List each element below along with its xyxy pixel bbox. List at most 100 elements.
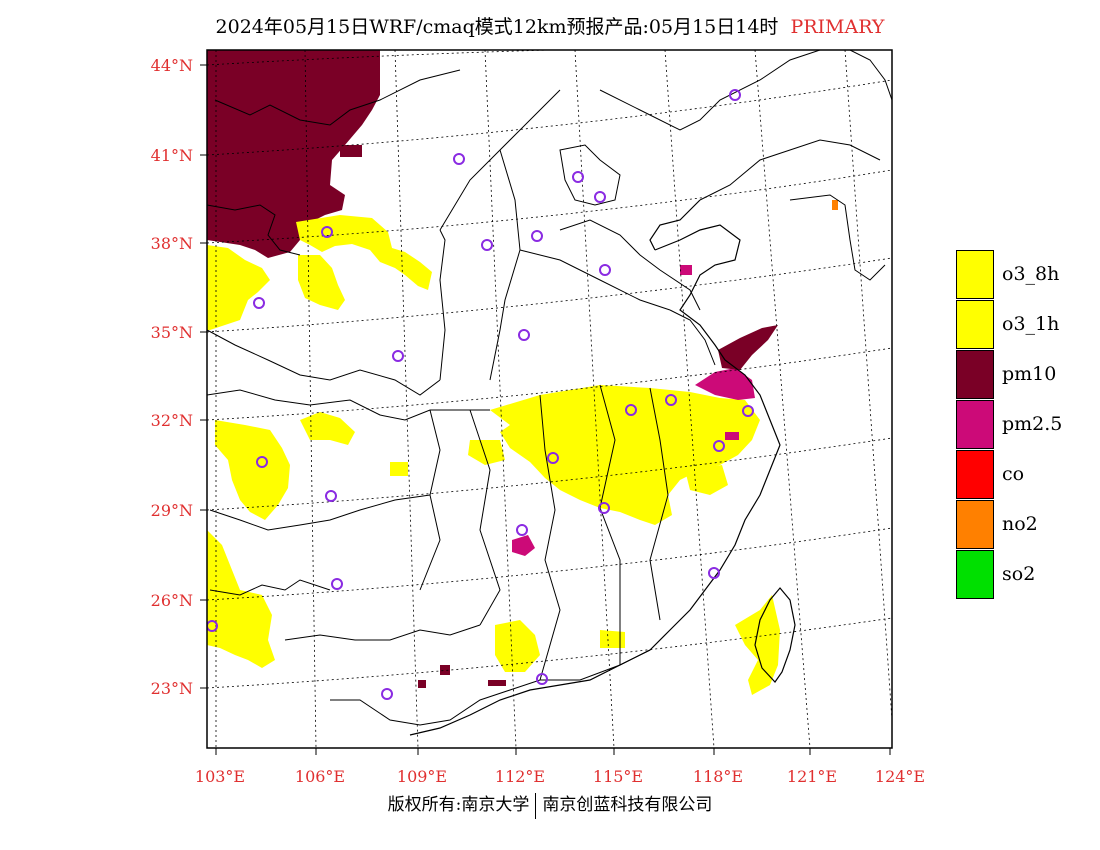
legend-swatch xyxy=(956,549,994,599)
copyright-text: 版权所有:南京大学 xyxy=(387,795,530,815)
station-circle xyxy=(547,452,559,464)
lat-label-32: 32°N xyxy=(151,411,193,430)
coastline-bohai xyxy=(649,199,701,251)
station-circle xyxy=(516,524,528,536)
legend-label: o3_8h xyxy=(1002,263,1060,285)
legend-item-co: co xyxy=(956,449,1062,499)
o3-patch-hubei xyxy=(468,440,505,465)
station-circle xyxy=(481,239,493,251)
station-circle xyxy=(325,490,337,502)
station-circle xyxy=(321,226,333,238)
station-circle xyxy=(742,405,754,417)
map-frame xyxy=(206,49,893,749)
station-circle xyxy=(665,394,677,406)
o3-region-central-east xyxy=(490,385,760,525)
footer-separator xyxy=(535,792,537,819)
taiwan-outline xyxy=(754,587,796,683)
lat-label-26: 26°N xyxy=(151,591,193,610)
legend-swatch xyxy=(956,349,994,399)
legend-swatch xyxy=(956,399,994,449)
station-circle xyxy=(729,89,741,101)
station-circle xyxy=(331,578,343,590)
station-circle xyxy=(207,620,218,632)
o3-patch-hunan-west xyxy=(390,462,408,476)
pollutant-legend: o3_8h o3_1h pm10 pm2.5 co no2 so2 xyxy=(956,249,1062,599)
legend-label: co xyxy=(1002,463,1025,485)
title-text: 2024年05月15日WRF/cmaq模式12km预报产品:05月15日14时 xyxy=(215,16,779,38)
lon-label-112: 112°E xyxy=(495,767,545,786)
station-circle xyxy=(381,688,393,700)
legend-label: so2 xyxy=(1002,563,1036,585)
primary-tag: PRIMARY xyxy=(790,16,885,38)
station-circle xyxy=(256,456,268,468)
lon-label-115: 115°E xyxy=(593,767,643,786)
station-circle xyxy=(392,350,404,362)
o3-patch-chongqing xyxy=(300,412,355,445)
o3-region-west-2 xyxy=(298,255,345,310)
map-title: 2024年05月15日WRF/cmaq模式12km预报产品:05月15日14时 P… xyxy=(0,12,1100,39)
no2-patch-korea xyxy=(832,200,838,210)
coastline xyxy=(409,224,781,736)
o3-region-guangdong xyxy=(495,620,540,672)
graticule xyxy=(207,50,892,748)
tick-marks xyxy=(200,64,891,755)
legend-item-o3-1h: o3_1h xyxy=(956,299,1062,349)
o3-region-west-1 xyxy=(207,245,270,330)
legend-label: pm10 xyxy=(1002,363,1057,385)
province-borders xyxy=(207,50,886,726)
pm10-region-jiangsu xyxy=(718,325,778,370)
lon-label-109: 109°E xyxy=(397,767,447,786)
pm10-patch-guangxi xyxy=(440,665,450,675)
lat-label-41: 41°N xyxy=(151,146,193,165)
lat-label-23: 23°N xyxy=(151,679,193,698)
pm10-region-northwest xyxy=(207,50,380,258)
o3-region-yunnan xyxy=(207,530,275,668)
lat-label-38: 38°N xyxy=(151,234,193,253)
legend-label: o3_1h xyxy=(1002,313,1060,335)
company-text: 南京创蓝科技有限公司 xyxy=(542,795,713,815)
station-circle xyxy=(708,567,720,579)
o3-patch-zhejiang xyxy=(685,465,728,495)
o3-patch-guangdong-2 xyxy=(600,630,625,648)
pm25-patch-anhui xyxy=(725,432,739,440)
station-circle xyxy=(625,404,637,416)
korea-outline xyxy=(849,50,892,101)
station-circle xyxy=(253,297,265,309)
o3-region-sichuan xyxy=(215,420,290,520)
legend-swatch xyxy=(956,499,994,549)
map-content xyxy=(207,50,892,748)
copyright-footer: 版权所有:南京大学 南京创蓝科技有限公司 xyxy=(0,790,1100,819)
legend-item-so2: so2 xyxy=(956,549,1062,599)
legend-item-o3-8h: o3_8h xyxy=(956,249,1062,299)
legend-item-pm10: pm10 xyxy=(956,349,1062,399)
pm25-region-jiangsu xyxy=(695,368,755,400)
lon-label-124: 124°E xyxy=(875,767,925,786)
legend-swatch xyxy=(956,299,994,349)
legend-item-pm25: pm2.5 xyxy=(956,399,1062,449)
station-circle xyxy=(531,230,543,242)
pm25-patch-shandong xyxy=(680,265,692,275)
station-markers xyxy=(207,89,754,700)
lon-label-103: 103°E xyxy=(195,767,245,786)
station-circle xyxy=(536,673,548,685)
station-circle xyxy=(453,153,465,165)
station-circle xyxy=(713,440,725,452)
legend-item-no2: no2 xyxy=(956,499,1062,549)
legend-label: no2 xyxy=(1002,513,1038,535)
lat-label-35: 35°N xyxy=(151,323,193,342)
lon-label-106: 106°E xyxy=(295,767,345,786)
station-circle xyxy=(518,329,530,341)
station-circle xyxy=(594,191,606,203)
lat-label-44: 44°N xyxy=(151,56,193,75)
lon-label-118: 118°E xyxy=(693,767,743,786)
o3-region-north xyxy=(296,215,432,290)
lon-label-121: 121°E xyxy=(787,767,837,786)
pm10-patch xyxy=(340,145,362,157)
o3-region-taiwan xyxy=(735,595,780,695)
pm10-patch-guangxi-2 xyxy=(488,680,506,686)
legend-swatch xyxy=(956,449,994,499)
pm10-patch-guangxi-3 xyxy=(418,680,426,688)
pm25-patch-hunan xyxy=(512,535,535,556)
station-circle xyxy=(599,264,611,276)
